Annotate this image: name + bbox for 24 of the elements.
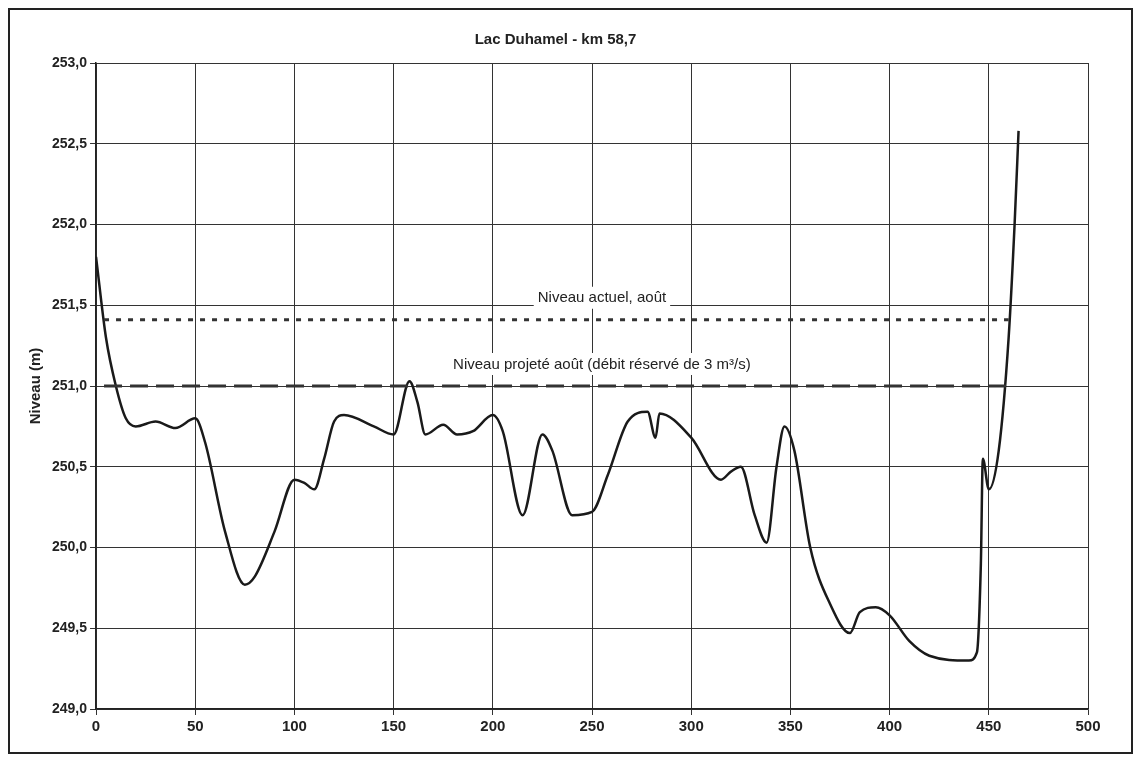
x-tick-label: 0 bbox=[91, 717, 101, 735]
y-tick-label: 251,5 bbox=[51, 296, 88, 313]
y-tick-label: 253,0 bbox=[51, 53, 88, 70]
y-tick-label: 250,5 bbox=[51, 457, 88, 474]
chart-title: Lac Duhamel - km 58,7 bbox=[474, 30, 637, 48]
y-tick-label: 252,0 bbox=[51, 215, 88, 232]
y-tick-label: 252,5 bbox=[51, 134, 88, 151]
y-tick-label: 251,0 bbox=[51, 376, 88, 393]
y-tick-label: 249,0 bbox=[51, 699, 88, 716]
x-tick-label: 350 bbox=[777, 717, 803, 735]
x-tick-label: 250 bbox=[579, 717, 605, 735]
y-tick-label: 249,5 bbox=[51, 619, 88, 636]
x-tick-label: 200 bbox=[480, 717, 506, 735]
x-tick-label: 450 bbox=[976, 717, 1002, 735]
x-tick-label: 400 bbox=[877, 717, 903, 735]
y-axis-title: Niveau (m) bbox=[26, 347, 44, 425]
ref-line-label: Niveau actuel, août bbox=[537, 288, 667, 306]
y-tick-label: 250,0 bbox=[51, 538, 88, 555]
ref-line-label: Niveau projeté août (débit réservé de 3 m³/s) bbox=[453, 354, 751, 372]
x-tick-label: 150 bbox=[381, 717, 407, 735]
x-tick-label: 100 bbox=[281, 717, 307, 735]
x-tick-label: 300 bbox=[678, 717, 704, 735]
x-tick-label: 50 bbox=[186, 717, 204, 735]
x-tick-label: 500 bbox=[1075, 717, 1101, 735]
